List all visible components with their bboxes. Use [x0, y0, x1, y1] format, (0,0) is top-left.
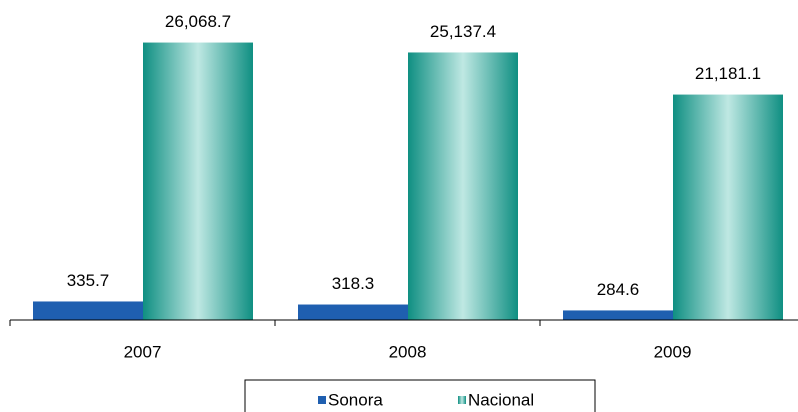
bar	[143, 42, 253, 320]
bar	[298, 304, 408, 320]
data-label: 25,137.4	[430, 22, 496, 41]
legend-marker	[458, 396, 466, 404]
bar	[408, 52, 518, 320]
x-tick-label: 2007	[124, 342, 162, 361]
legend-marker	[318, 396, 326, 404]
bar	[33, 301, 143, 320]
bar	[563, 310, 673, 320]
bar	[673, 94, 783, 321]
data-label: 21,181.1	[695, 64, 761, 83]
legend-box	[244, 379, 596, 412]
data-label: 284.6	[597, 280, 640, 299]
x-tick-label: 2009	[654, 342, 692, 361]
legend-label: Sonora	[328, 390, 383, 409]
x-tick-label: 2008	[389, 342, 427, 361]
data-label: 335.7	[67, 271, 110, 290]
data-label: 318.3	[332, 274, 375, 293]
data-label: 26,068.7	[165, 12, 231, 31]
legend-label: Nacional	[468, 390, 534, 409]
